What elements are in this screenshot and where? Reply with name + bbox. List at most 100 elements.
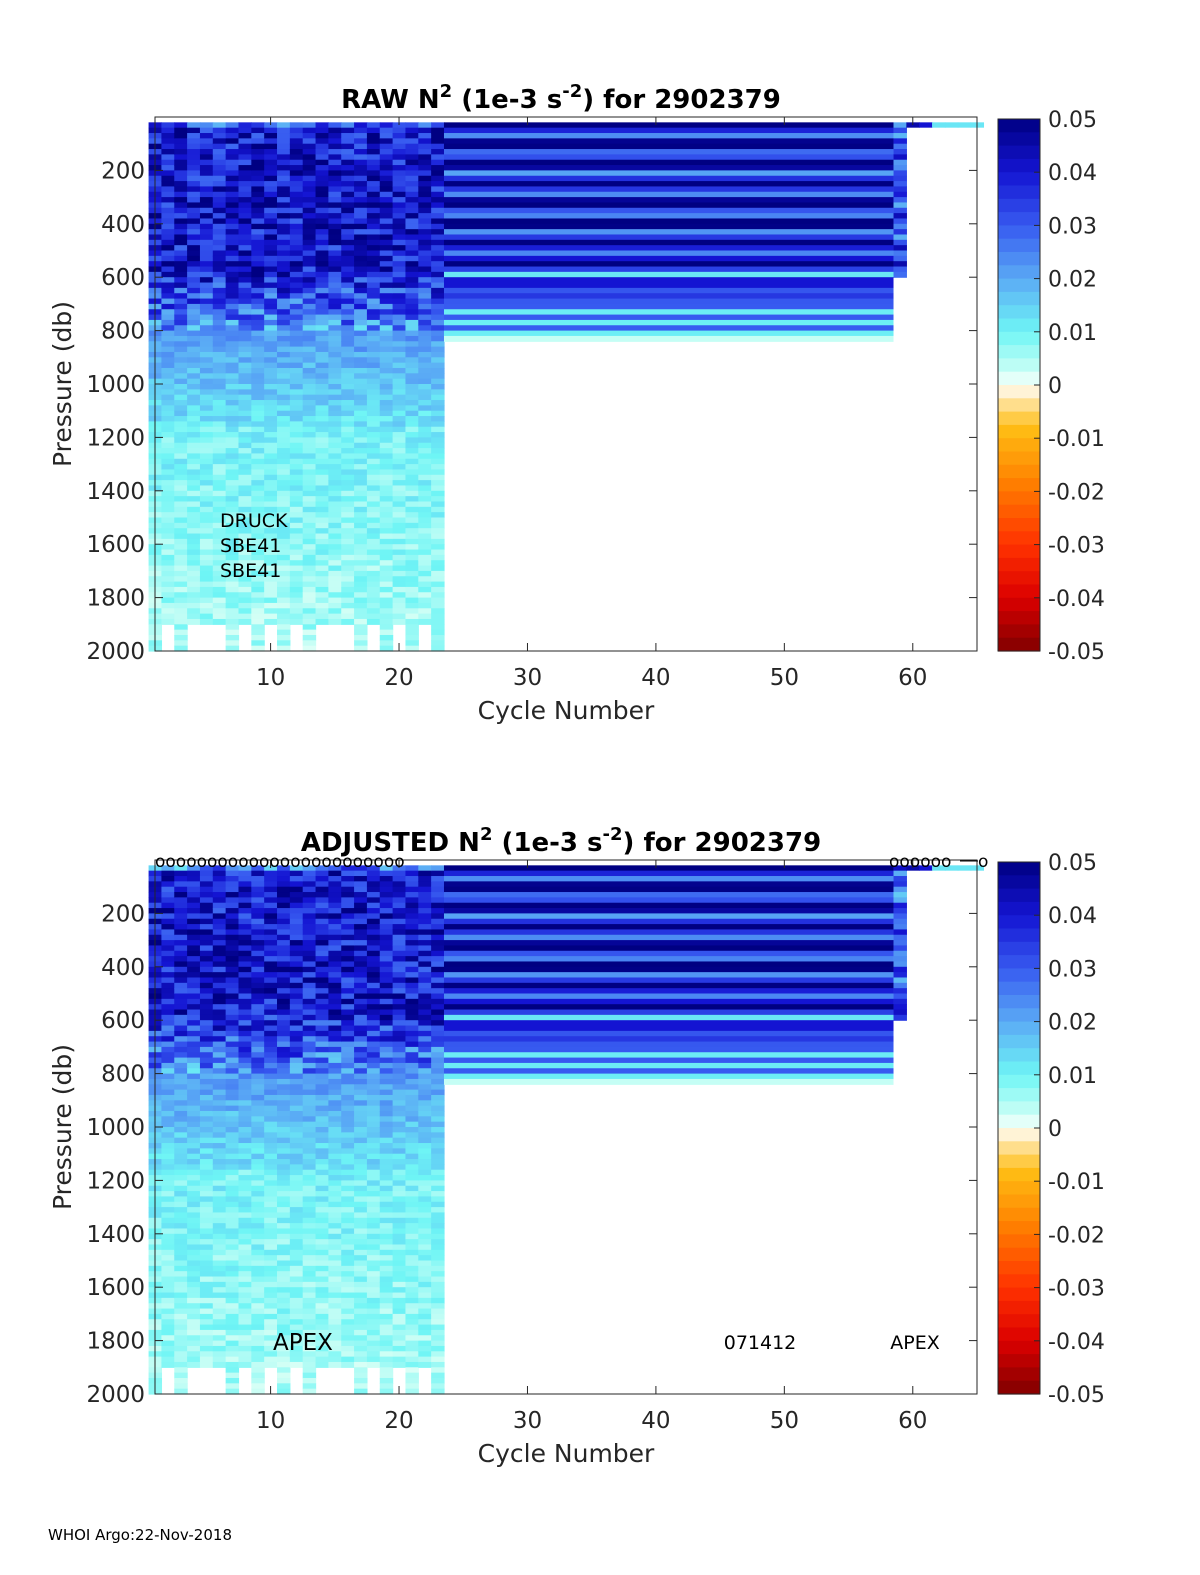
colorbar-swatch xyxy=(998,398,1040,413)
heatmap-cell xyxy=(225,1121,240,1128)
heatmap-cell xyxy=(199,149,214,155)
heatmap-cell xyxy=(212,1217,227,1224)
heatmap-cell xyxy=(289,448,304,455)
heatmap-cell xyxy=(392,1078,407,1085)
heatmap-cell xyxy=(264,1004,278,1011)
heatmap-cell xyxy=(405,517,419,524)
heatmap-cell xyxy=(199,1265,214,1272)
heatmap-cell xyxy=(405,886,419,893)
heatmap-cell xyxy=(315,982,329,989)
heatmap-cell xyxy=(418,319,432,326)
heatmap-cell xyxy=(289,277,304,284)
heatmap-cell xyxy=(315,1255,329,1262)
heatmap-cell xyxy=(379,645,394,652)
heatmap-cell xyxy=(315,1185,329,1192)
heatmap-cell xyxy=(405,881,419,888)
heatmap-cell xyxy=(289,876,304,882)
heatmap-cell xyxy=(328,378,342,385)
heatmap-cell xyxy=(366,1148,381,1155)
heatmap-cell xyxy=(392,170,407,177)
heatmap-cell xyxy=(238,565,252,572)
heatmap-cell xyxy=(289,961,304,968)
heatmap-cell xyxy=(418,602,432,609)
heatmap-cell xyxy=(341,1169,355,1176)
heatmap-cell xyxy=(366,1217,381,1224)
heatmap-cell xyxy=(225,634,240,641)
heatmap-band xyxy=(443,282,894,289)
heatmap-cell xyxy=(315,389,329,396)
heatmap-cell xyxy=(199,394,214,401)
heatmap-cell xyxy=(174,1239,188,1246)
heatmap-cell xyxy=(366,1078,381,1085)
heatmap-cell xyxy=(161,1062,175,1069)
heatmap-cell xyxy=(187,234,201,241)
heatmap-cell xyxy=(289,1014,304,1021)
heatmap-cell xyxy=(277,876,291,882)
heatmap-cell xyxy=(199,1191,214,1198)
heatmap-cell xyxy=(251,266,265,273)
heatmap-cell xyxy=(225,950,240,957)
heatmap-cell xyxy=(199,367,214,374)
heatmap-cell xyxy=(354,1030,368,1037)
heatmap-cell xyxy=(199,474,214,481)
heatmap-cell xyxy=(225,448,240,455)
heatmap-cell xyxy=(418,966,432,973)
heatmap-cell xyxy=(366,1271,381,1278)
heatmap-cell xyxy=(302,261,317,268)
heatmap-cell xyxy=(932,122,946,128)
heatmap-cell xyxy=(264,881,278,888)
heatmap-cell xyxy=(341,1244,355,1251)
heatmap-cell xyxy=(302,1319,317,1326)
heatmap-cell xyxy=(379,924,394,931)
heatmap-cell xyxy=(405,181,419,188)
heatmap-band xyxy=(443,881,894,888)
heatmap-cell xyxy=(174,1110,188,1117)
heatmap-band xyxy=(443,149,894,155)
heatmap-band xyxy=(443,886,894,893)
heatmap-cell xyxy=(277,1153,291,1160)
heatmap-cell xyxy=(392,362,407,369)
heatmap-cell xyxy=(328,1036,342,1043)
heatmap-cell xyxy=(277,143,291,150)
heatmap-cell xyxy=(431,149,445,155)
heatmap-cell xyxy=(277,528,291,535)
heatmap-cell xyxy=(392,149,407,155)
heatmap-cell xyxy=(161,197,175,204)
heatmap-cell xyxy=(199,1169,214,1176)
heatmap-cell xyxy=(225,586,240,593)
heatmap-cell xyxy=(264,1255,278,1262)
heatmap-cell xyxy=(379,1255,394,1262)
heatmap-cell xyxy=(277,170,291,177)
heatmap-cell xyxy=(302,458,317,465)
heatmap-cell xyxy=(174,950,188,957)
heatmap-cell xyxy=(174,1297,188,1304)
heatmap-cell xyxy=(225,1159,240,1165)
heatmap-cell xyxy=(328,993,342,1000)
heatmap-cell xyxy=(187,924,201,931)
heatmap-cell xyxy=(431,1271,445,1278)
heatmap-cell xyxy=(341,1351,355,1358)
heatmap-cell xyxy=(405,394,419,401)
colorbar-tick-label: -0.01 xyxy=(1048,427,1105,452)
heatmap-cell xyxy=(431,1121,445,1128)
heatmap-cell xyxy=(277,1078,291,1085)
heatmap-cell xyxy=(328,876,342,882)
heatmap-cell xyxy=(341,1100,355,1107)
heatmap-cell xyxy=(392,400,407,406)
heatmap-cell xyxy=(212,191,227,198)
heatmap-cell xyxy=(187,538,201,545)
heatmap-cell xyxy=(161,1356,175,1363)
heatmap-cell xyxy=(199,384,214,390)
heatmap-cell xyxy=(392,287,407,294)
heatmap-cell xyxy=(264,1057,278,1064)
heatmap-cell xyxy=(315,560,329,567)
heatmap-cell xyxy=(199,175,214,182)
heatmap-cell xyxy=(354,223,368,230)
heatmap-cell xyxy=(354,448,368,455)
heatmap-cell xyxy=(302,181,317,188)
heatmap-cell xyxy=(199,213,214,220)
heatmap-cell xyxy=(212,876,227,882)
heatmap-cell xyxy=(315,234,329,241)
heatmap-cell xyxy=(251,239,265,246)
heatmap-cell xyxy=(418,149,432,155)
